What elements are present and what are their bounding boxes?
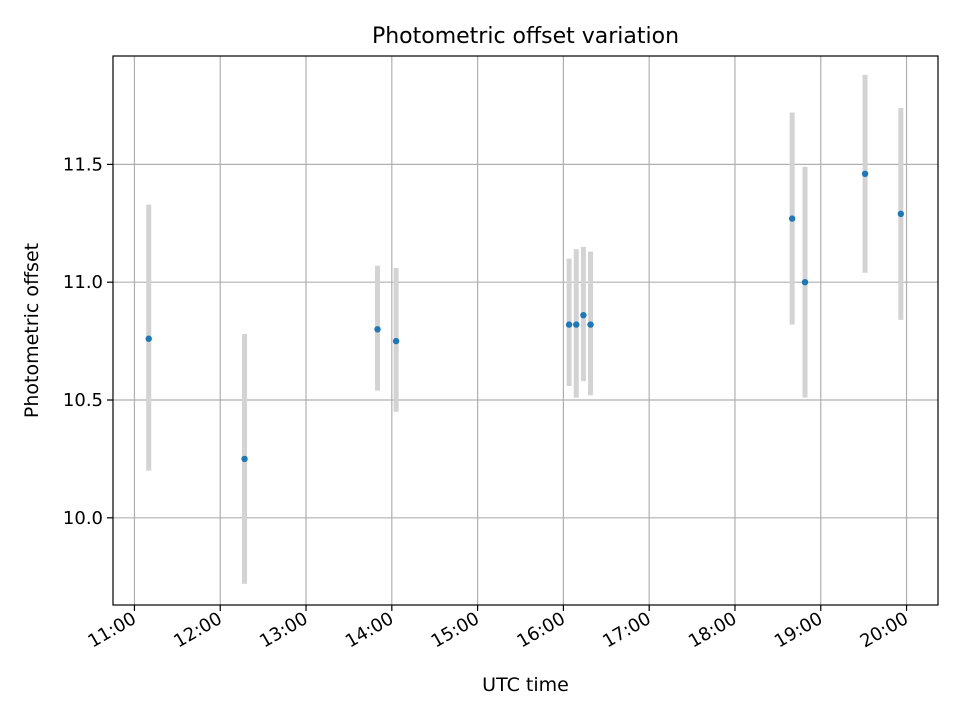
x-axis-label: UTC time: [482, 674, 569, 696]
data-point: [788, 215, 796, 222]
data-point: [580, 311, 587, 319]
y-axis-label: Photometric offset: [21, 243, 43, 418]
plot-frame: [112, 55, 939, 606]
data-point: [145, 335, 152, 342]
data-point: [241, 455, 248, 463]
y-tick-label: 11.5: [63, 154, 103, 175]
data-point: [801, 278, 809, 286]
data-point: [861, 170, 869, 178]
data-point: [897, 210, 905, 218]
data-point: [565, 321, 573, 328]
data-point: [374, 326, 381, 333]
data-points: [145, 170, 905, 463]
y-tick-label: 11.0: [63, 272, 103, 293]
grid: [113, 56, 938, 605]
data-point: [573, 321, 580, 328]
y-tick-label: 10.5: [63, 390, 103, 411]
data-point: [587, 321, 594, 328]
chart-title: Photometric offset variation: [372, 24, 679, 49]
y-tick-label: 10.0: [63, 508, 103, 529]
data-point: [392, 337, 400, 345]
